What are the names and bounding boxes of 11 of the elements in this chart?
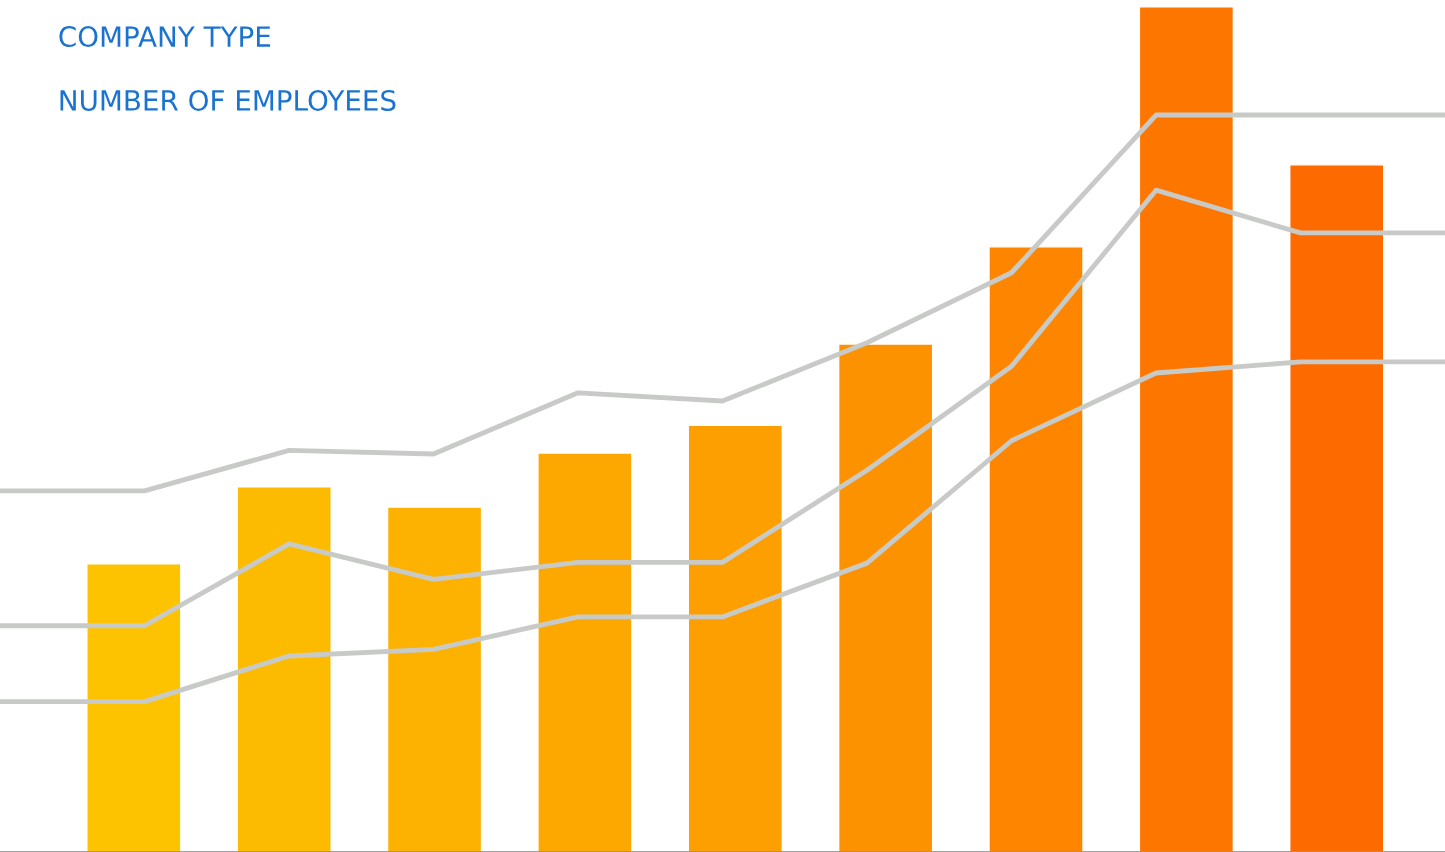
text: NUMBER OF EMPLOYEES — [60, 89, 396, 111]
bar — [86, 563, 182, 852]
bar — [386, 506, 483, 852]
bar — [236, 486, 332, 852]
bar — [687, 424, 783, 852]
bar — [1138, 6, 1235, 852]
text: COMPANY TYPE — [59, 26, 271, 48]
bar — [837, 343, 934, 852]
bar — [1289, 164, 1385, 852]
bar — [537, 452, 633, 852]
bar — [988, 246, 1084, 852]
